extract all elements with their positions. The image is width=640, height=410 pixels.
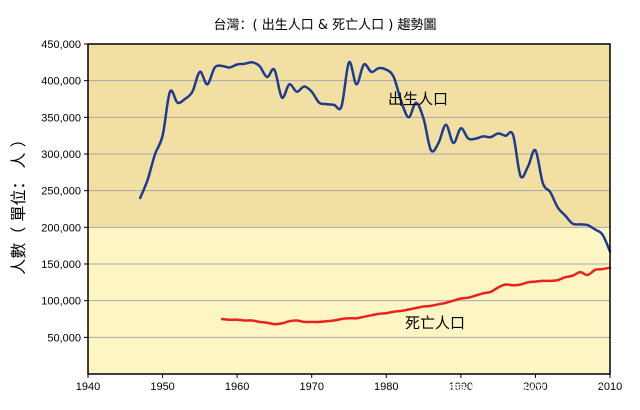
y-axis-ticks: 50,000 100,000 150,000 200,000 250,000 300,00… xyxy=(41,39,88,344)
y-tick-label: 150,000 xyxy=(41,259,81,271)
x-tick-label: 1990 xyxy=(449,381,473,393)
background-band-1 xyxy=(88,44,610,228)
y-tick-label: 100,000 xyxy=(41,296,81,308)
x-tick-label: 2000 xyxy=(523,381,547,393)
x-tick-label: 1960 xyxy=(225,381,249,393)
watermark-text: 雪球：超级鹿鼎公 xyxy=(448,381,608,405)
y-tick-label: 450,000 xyxy=(41,39,81,51)
plot-frame xyxy=(87,43,611,375)
series-line-deaths xyxy=(220,266,612,326)
y-tick-label: 200,000 xyxy=(41,222,81,234)
y-tick-label: 300,000 xyxy=(41,149,81,161)
series-lines xyxy=(138,60,612,326)
y-tick-label: 350,000 xyxy=(41,112,81,124)
x-tick-label: 1970 xyxy=(299,381,323,393)
x-axis-ticks: 1940 1950 1960 1970 1980 1990 2000 2010 xyxy=(76,374,622,393)
plot-background xyxy=(88,44,610,374)
y-tick-label: 400,000 xyxy=(41,76,81,88)
y-axis-label: 人數（ 單位： 人 ） xyxy=(9,131,28,274)
x-tick-label: 1950 xyxy=(150,381,174,393)
x-tick-label: 1980 xyxy=(374,381,398,393)
x-tick-label: 1940 xyxy=(76,381,100,393)
y-tick-label: 50,000 xyxy=(47,332,81,344)
series-label-deaths: 死亡人口 xyxy=(405,314,465,332)
watermark: 雪球：超级鹿鼎公 xyxy=(419,380,608,406)
series-label-births: 出生人口 xyxy=(388,90,448,108)
x-tick-label: 2010 xyxy=(598,381,622,393)
snowball-icon xyxy=(419,380,445,406)
y-tick-label: 250,000 xyxy=(41,186,81,198)
series-line-births xyxy=(138,60,612,253)
chart-title: 台灣：( 出生人口 & 死亡人口 ) 趨勢圖 xyxy=(214,18,437,33)
